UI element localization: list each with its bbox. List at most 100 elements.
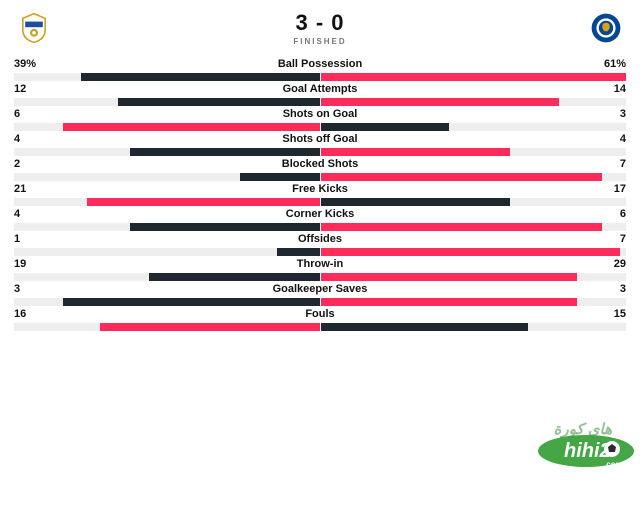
match-header: 3 - 0 FINISHED: [14, 10, 626, 46]
stat-row: 2Blocked Shots7: [14, 158, 626, 181]
stat-bar-track: [14, 73, 626, 81]
stat-away-bar: [320, 273, 577, 281]
stat-bar-track: [14, 273, 626, 281]
svg-text:hihi2: hihi2: [564, 440, 611, 462]
stat-bar-track: [14, 148, 626, 156]
stat-bar-track: [14, 98, 626, 106]
stat-bar-track: [14, 173, 626, 181]
svg-text:.com: .com: [604, 460, 623, 469]
stat-label: Blocked Shots: [42, 158, 598, 170]
stat-bar-track: [14, 323, 626, 331]
stat-row: 21Free Kicks17: [14, 183, 626, 206]
stat-away-bar: [320, 223, 602, 231]
stat-bar-track: [14, 298, 626, 306]
bar-center-divider: [320, 323, 321, 331]
match-stats-panel: 3 - 0 FINISHED 39%Ball Possession61%12Go…: [0, 0, 640, 333]
stat-row: 19Throw-in29: [14, 258, 626, 281]
stat-home-value: 4: [14, 133, 42, 145]
stat-home-bar: [81, 73, 320, 81]
stat-away-value: 61%: [598, 58, 626, 70]
score-text: 3 - 0: [293, 10, 346, 36]
stat-home-bar: [149, 273, 320, 281]
stat-away-bar: [320, 198, 510, 206]
away-team-crest: [590, 12, 622, 44]
bar-center-divider: [320, 148, 321, 156]
stat-row: 1Offsides7: [14, 233, 626, 256]
stat-home-bar: [63, 123, 320, 131]
stat-away-value: 15: [598, 308, 626, 320]
stat-home-bar: [100, 323, 320, 331]
bar-center-divider: [320, 98, 321, 106]
stat-away-bar: [320, 148, 510, 156]
stat-away-bar: [320, 98, 559, 106]
stat-away-bar: [320, 173, 602, 181]
stat-bar-track: [14, 123, 626, 131]
stat-row: 4Shots off Goal4: [14, 133, 626, 156]
bar-center-divider: [320, 298, 321, 306]
bar-center-divider: [320, 173, 321, 181]
stat-home-value: 2: [14, 158, 42, 170]
stat-home-value: 16: [14, 308, 42, 320]
stat-label: Corner Kicks: [42, 208, 598, 220]
bar-center-divider: [320, 73, 321, 81]
stat-label: Shots off Goal: [42, 133, 598, 145]
stat-away-value: 17: [598, 183, 626, 195]
stat-away-value: 3: [598, 108, 626, 120]
stat-away-value: 7: [598, 233, 626, 245]
stat-home-bar: [277, 248, 320, 256]
stat-bar-track: [14, 248, 626, 256]
stat-home-value: 12: [14, 83, 42, 95]
stat-row: 16Fouls15: [14, 308, 626, 331]
stat-away-value: 4: [598, 133, 626, 145]
stat-home-bar: [130, 148, 320, 156]
stat-bar-track: [14, 223, 626, 231]
bar-center-divider: [320, 123, 321, 131]
stat-home-bar: [130, 223, 320, 231]
stat-away-value: 6: [598, 208, 626, 220]
stat-row: 6Shots on Goal3: [14, 108, 626, 131]
stats-list: 39%Ball Possession61%12Goal Attempts146S…: [14, 58, 626, 333]
stat-away-value: 29: [598, 258, 626, 270]
bar-center-divider: [320, 273, 321, 281]
stat-home-bar: [118, 98, 320, 106]
stat-home-value: 6: [14, 108, 42, 120]
stat-away-value: 14: [598, 83, 626, 95]
chelsea-crest-icon: [590, 12, 622, 44]
stat-label: Ball Possession: [42, 58, 598, 70]
stat-home-value: 39%: [14, 58, 42, 70]
stat-row: 39%Ball Possession61%: [14, 58, 626, 81]
stat-row: 4Corner Kicks6: [14, 208, 626, 231]
stat-label: Fouls: [42, 308, 598, 320]
stat-home-value: 4: [14, 208, 42, 220]
stat-away-bar: [320, 248, 620, 256]
stat-away-bar: [320, 123, 449, 131]
stat-label: Goal Attempts: [42, 83, 598, 95]
bar-center-divider: [320, 248, 321, 256]
stat-home-bar: [240, 173, 320, 181]
stat-row: 12Goal Attempts14: [14, 83, 626, 106]
stat-home-value: 19: [14, 258, 42, 270]
stat-away-value: 3: [598, 283, 626, 295]
stat-home-value: 1: [14, 233, 42, 245]
stat-label: Shots on Goal: [42, 108, 598, 120]
watermark-logo: hihi2 .com: [516, 427, 636, 474]
stat-home-bar: [87, 198, 320, 206]
stat-away-value: 7: [598, 158, 626, 170]
stat-label: Throw-in: [42, 258, 598, 270]
watermark-arabic: هاي كورة: [554, 420, 612, 438]
stat-away-bar: [320, 298, 577, 306]
stat-row: 3Goalkeeper Saves3: [14, 283, 626, 306]
stat-label: Offsides: [42, 233, 598, 245]
score-block: 3 - 0 FINISHED: [293, 10, 346, 46]
bar-center-divider: [320, 198, 321, 206]
bar-center-divider: [320, 223, 321, 231]
stat-home-bar: [63, 298, 320, 306]
leeds-crest-icon: [18, 12, 50, 44]
stat-home-value: 3: [14, 283, 42, 295]
match-status: FINISHED: [293, 37, 346, 46]
stat-bar-track: [14, 198, 626, 206]
stat-away-bar: [320, 73, 626, 81]
stat-label: Goalkeeper Saves: [42, 283, 598, 295]
home-team-crest: [18, 12, 50, 44]
stat-home-value: 21: [14, 183, 42, 195]
